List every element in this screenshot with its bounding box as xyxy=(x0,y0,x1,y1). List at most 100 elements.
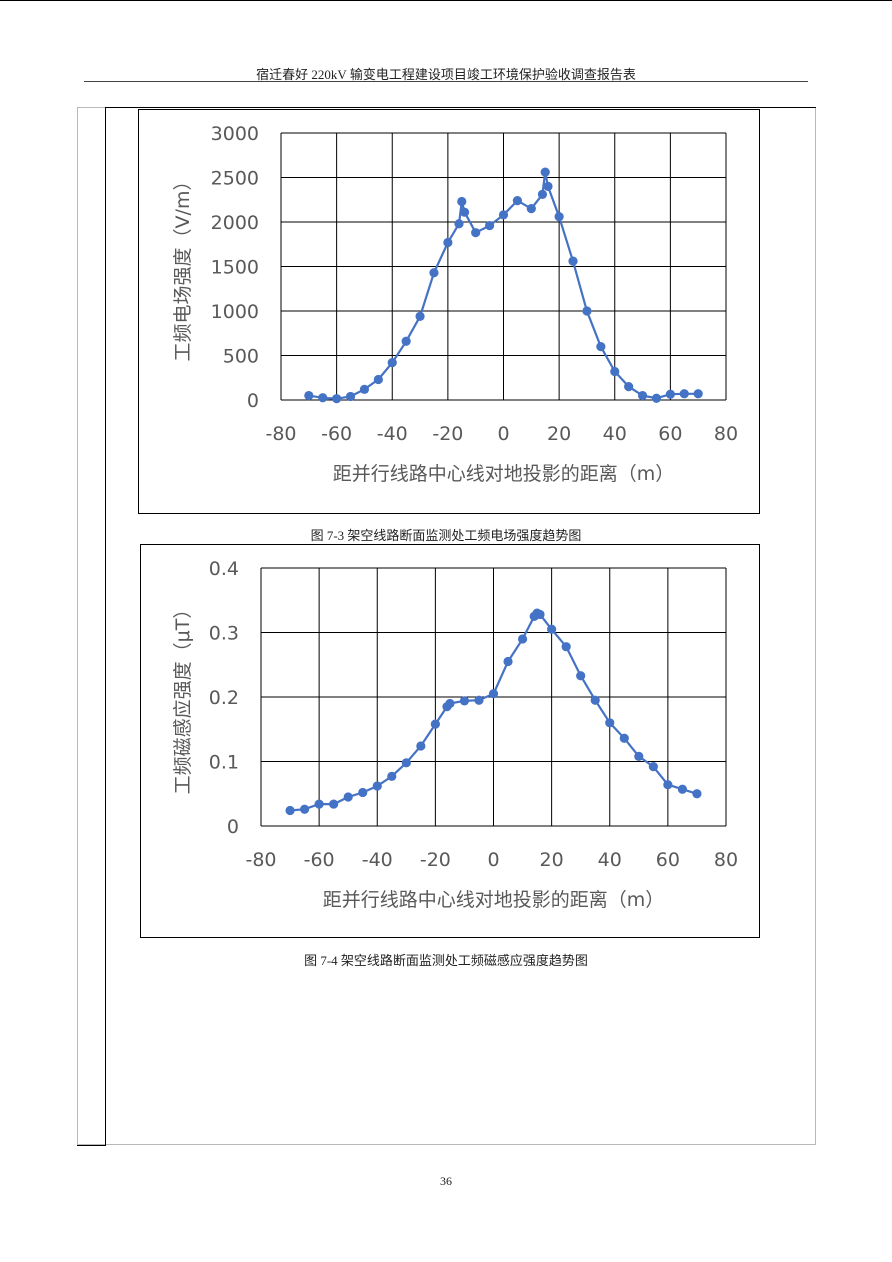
y-axis-title: 工频电场强度（V/m） xyxy=(172,172,194,362)
y-tick-label: 500 xyxy=(223,346,259,368)
data-point xyxy=(512,196,523,206)
data-point xyxy=(459,207,470,217)
data-point xyxy=(358,787,368,798)
data-point xyxy=(459,696,470,706)
x-tick-label: -80 xyxy=(245,849,276,871)
data-point xyxy=(624,382,634,392)
data-point xyxy=(693,389,703,399)
data-point xyxy=(651,393,662,403)
data-point xyxy=(416,741,426,751)
data-point xyxy=(443,237,453,248)
data-point xyxy=(679,389,689,399)
data-point xyxy=(634,751,644,761)
x-axis-title: 距并行线路中心线对地投影的距离（m） xyxy=(323,889,665,911)
data-point xyxy=(318,393,328,403)
report-header-title: 宿迁春好 220kV 输变电工程建设项目竣工环境保护验收调查报告表 xyxy=(256,67,636,82)
x-tick-label: 60 xyxy=(658,423,682,445)
data-point xyxy=(537,189,548,200)
data-point xyxy=(387,358,397,368)
data-point xyxy=(454,219,464,229)
x-tick-label: -40 xyxy=(377,423,408,445)
data-point xyxy=(373,374,383,385)
figure-caption-7-4: 图 7-4 架空线路断面监测处工频磁感应强度趋势图 xyxy=(304,953,588,968)
data-point xyxy=(648,762,658,772)
x-tick-label: 20 xyxy=(540,849,564,871)
x-tick-label: 40 xyxy=(598,849,622,871)
y-tick-label: 2000 xyxy=(211,212,259,234)
data-point xyxy=(576,671,586,681)
data-point xyxy=(619,733,629,743)
table-frame-bottom-rule xyxy=(77,1145,106,1146)
data-point xyxy=(540,167,550,177)
x-tick-label: 0 xyxy=(497,423,509,445)
data-point xyxy=(568,256,578,266)
y-tick-label: 0.4 xyxy=(209,558,239,580)
y-tick-label: 0 xyxy=(227,816,239,838)
data-point xyxy=(372,781,382,791)
data-point xyxy=(329,799,339,809)
data-point xyxy=(637,390,648,401)
electric-field-chart: -80 -60 -40 -20 0 20 40 60 80 0 500 1000 1500 2000 250… xyxy=(138,109,760,514)
electric-field-chart-svg: -80 -60 -40 -20 0 20 40 60 80 0 500 1000 1500 2000 250… xyxy=(172,123,738,485)
figure-caption-7-3: 图 7-3 架空线路断面监测处工频电场强度趋势图 xyxy=(310,528,582,543)
y-tick-label: 3000 xyxy=(211,123,259,145)
data-point xyxy=(387,771,397,781)
x-tick-label: -60 xyxy=(304,849,335,871)
data-point xyxy=(503,656,513,667)
data-point xyxy=(663,780,673,790)
x-tick-label: 0 xyxy=(487,849,499,871)
x-tick-label: 40 xyxy=(603,423,627,445)
data-point xyxy=(401,758,411,768)
data-point xyxy=(285,805,295,816)
data-point xyxy=(401,336,411,346)
data-point xyxy=(526,204,536,214)
data-point xyxy=(457,196,467,207)
y-axis-title: 工频磁感应强度（μT） xyxy=(172,600,194,795)
x-tick-label: -20 xyxy=(420,849,451,871)
x-tick-label: -80 xyxy=(265,423,296,445)
data-point xyxy=(359,384,370,394)
data-point xyxy=(535,609,545,620)
x-tick-label: 60 xyxy=(656,849,680,871)
data-point xyxy=(543,181,553,191)
data-point xyxy=(665,389,675,399)
data-point xyxy=(561,642,571,652)
data-point xyxy=(415,311,425,321)
data-point xyxy=(484,220,495,231)
y-tick-label: 0.1 xyxy=(209,752,239,774)
x-axis-title: 距并行线路中心线对地投影的距离（m） xyxy=(333,463,675,485)
top-border-line xyxy=(0,0,892,1)
data-point xyxy=(517,634,528,644)
y-tick-label: 1500 xyxy=(211,257,259,279)
data-point xyxy=(429,268,439,278)
data-point xyxy=(488,689,499,699)
data-point xyxy=(430,719,440,729)
data-point xyxy=(596,342,606,352)
x-tick-label: -60 xyxy=(321,423,352,445)
magnetic-induction-chart: -80 -60 -40 -20 0 20 40 60 80 0 0.1 0.2 0.3 0.4 距并行线路中… xyxy=(140,544,760,938)
x-tick-label: 20 xyxy=(547,423,571,445)
data-point xyxy=(590,695,600,705)
y-tick-label: 0 xyxy=(247,390,259,412)
data-point xyxy=(304,390,314,401)
x-tick-label: -40 xyxy=(362,849,393,871)
data-point xyxy=(547,624,557,634)
table-frame-top-rule xyxy=(105,107,816,108)
data-point xyxy=(474,695,484,705)
y-tick-label: 1000 xyxy=(211,301,259,323)
magnetic-induction-chart-svg: -80 -60 -40 -20 0 20 40 60 80 0 0.1 0.2 0.3 0.4 距并行线路中… xyxy=(172,558,738,911)
data-point xyxy=(345,391,356,402)
y-tick-label: 0.3 xyxy=(209,623,239,645)
y-tick-label: 2500 xyxy=(211,168,259,190)
table-frame-left-rule xyxy=(105,107,106,1146)
data-point xyxy=(692,789,702,799)
data-point xyxy=(677,784,688,794)
data-point xyxy=(299,804,310,814)
data-point xyxy=(554,212,564,222)
data-point xyxy=(343,792,353,802)
y-tick-label: 0.2 xyxy=(209,687,239,709)
data-point xyxy=(332,394,342,404)
data-point xyxy=(471,228,481,238)
x-tick-label: -20 xyxy=(432,423,463,445)
data-point xyxy=(314,799,324,809)
